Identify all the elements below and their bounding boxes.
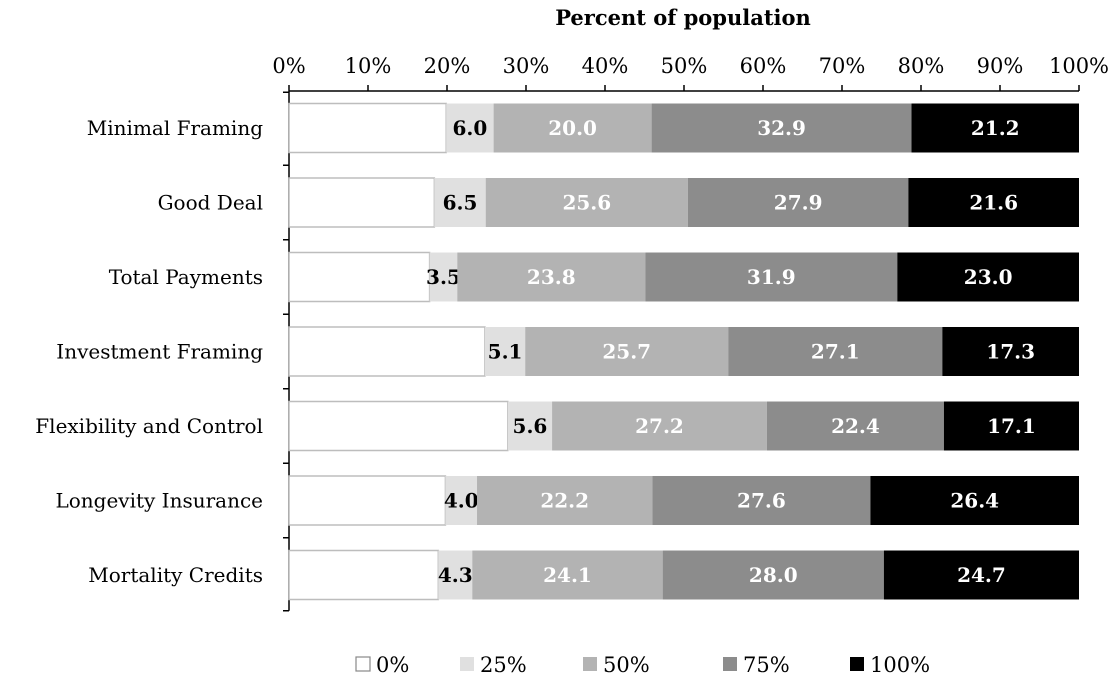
data-label: 17.3 bbox=[986, 340, 1035, 364]
data-label: 27.2 bbox=[635, 414, 684, 438]
bar-segment bbox=[485, 178, 688, 227]
x-tick-label: 10% bbox=[345, 54, 392, 78]
data-label: 24.1 bbox=[543, 563, 592, 587]
data-label: 25.7 bbox=[602, 340, 651, 364]
data-label: 6.5 bbox=[443, 191, 478, 215]
category-label: Good Deal bbox=[158, 191, 263, 215]
category-label: Mortality Credits bbox=[88, 563, 263, 587]
bar-segment bbox=[897, 252, 1079, 302]
data-label: 27.1 bbox=[811, 340, 860, 364]
bar-segment bbox=[687, 178, 909, 227]
data-label: 5.1 bbox=[488, 340, 523, 364]
x-tick-label: 30% bbox=[503, 54, 550, 78]
category-labels: Minimal Framing Good Deal Total Payments In… bbox=[35, 116, 263, 587]
bar-segment bbox=[493, 103, 652, 153]
data-label: 24.7 bbox=[957, 563, 1006, 587]
bar-segment bbox=[943, 401, 1079, 451]
bar-segment bbox=[908, 178, 1079, 227]
category-label: Flexibility and Control bbox=[35, 414, 263, 438]
legend-swatch bbox=[583, 657, 597, 671]
x-tick-label: 20% bbox=[424, 54, 471, 78]
data-label: 23.8 bbox=[527, 265, 576, 289]
x-tick-label: 90% bbox=[977, 54, 1024, 78]
bar-segment bbox=[472, 550, 663, 600]
bar-segment bbox=[645, 252, 898, 302]
data-label: 21.2 bbox=[971, 116, 1020, 140]
data-label: 4.3 bbox=[438, 563, 473, 587]
bar-segment bbox=[288, 475, 447, 526]
bar-segment bbox=[883, 550, 1079, 600]
bar-segment bbox=[942, 327, 1079, 376]
bar-segment bbox=[477, 476, 653, 525]
legend-label: 75% bbox=[743, 653, 790, 677]
bar-segment bbox=[525, 327, 729, 376]
legend-label: 0% bbox=[376, 653, 409, 677]
data-label: 23.0 bbox=[964, 265, 1013, 289]
legend-swatch bbox=[723, 657, 737, 671]
bar-segment bbox=[288, 177, 436, 228]
bar-segment bbox=[288, 326, 486, 377]
bar-segment bbox=[911, 103, 1079, 153]
legend-swatch bbox=[850, 657, 864, 671]
bar-segment bbox=[766, 401, 944, 451]
x-tick-label: 80% bbox=[898, 54, 945, 78]
bar-segment bbox=[484, 327, 526, 376]
data-label: 21.6 bbox=[969, 191, 1018, 215]
x-tick-label: 70% bbox=[819, 54, 866, 78]
bar-segment bbox=[288, 400, 509, 452]
data-label: 32.9 bbox=[757, 116, 806, 140]
data-label: 3.5 bbox=[426, 265, 461, 289]
legend: 0% 25% 50% 75% 100% bbox=[355, 653, 930, 677]
category-label: Longevity Insurance bbox=[55, 489, 263, 513]
category-label: Total Payments bbox=[109, 265, 263, 289]
bar-segment bbox=[662, 550, 884, 600]
x-tick-label: 40% bbox=[582, 54, 629, 78]
category-label: Investment Framing bbox=[56, 340, 263, 364]
bar-segment bbox=[438, 550, 473, 600]
legend-swatch bbox=[460, 657, 474, 671]
data-label: 4.0 bbox=[444, 489, 479, 513]
bar-segment bbox=[870, 476, 1079, 525]
bar-segment bbox=[651, 103, 912, 153]
bar-segment bbox=[552, 401, 767, 451]
data-label: 22.2 bbox=[540, 489, 589, 513]
bar-segment bbox=[434, 178, 486, 227]
x-axis-title: Percent of population bbox=[555, 5, 811, 30]
data-label: 31.9 bbox=[747, 265, 796, 289]
data-label: 27.9 bbox=[774, 191, 823, 215]
bar-segment bbox=[446, 103, 494, 153]
data-label: 26.4 bbox=[950, 489, 999, 513]
bar-segment bbox=[457, 252, 646, 302]
legend-label: 50% bbox=[603, 653, 650, 677]
x-tick-label: 0% bbox=[272, 54, 305, 78]
x-axis-ticks: 0% 10% 20% 30% 40% 50% 60% 70% 80% 90% 100% bbox=[272, 54, 1109, 78]
data-label: 20.0 bbox=[548, 116, 597, 140]
category-label: Minimal Framing bbox=[87, 116, 263, 140]
bar-segment bbox=[429, 252, 458, 302]
bar-segment bbox=[445, 476, 478, 525]
data-label: 22.4 bbox=[831, 414, 880, 438]
data-label: 25.6 bbox=[562, 191, 611, 215]
legend-label: 25% bbox=[480, 653, 527, 677]
x-tick-label: 50% bbox=[661, 54, 708, 78]
bar-segment bbox=[288, 549, 440, 601]
data-label: 6.0 bbox=[453, 116, 488, 140]
data-label: 5.6 bbox=[513, 414, 548, 438]
bar-segment bbox=[288, 102, 447, 154]
legend-label: 100% bbox=[870, 653, 930, 677]
bar-segment bbox=[288, 251, 431, 303]
data-label: 27.6 bbox=[737, 489, 786, 513]
legend-swatch bbox=[355, 656, 371, 672]
x-tick-label: 60% bbox=[740, 54, 787, 78]
bar-segment bbox=[652, 476, 871, 525]
bars: 6.0 20.0 32.9 21.2 6.5 25.6 27.9 21.6 3.5 23.8 31.… bbox=[288, 102, 1079, 601]
data-label: 17.1 bbox=[987, 414, 1036, 438]
bar-segment bbox=[728, 327, 943, 376]
bar-segment bbox=[507, 401, 553, 451]
x-tick-label: 100% bbox=[1049, 54, 1109, 78]
data-label: 28.0 bbox=[749, 563, 798, 587]
